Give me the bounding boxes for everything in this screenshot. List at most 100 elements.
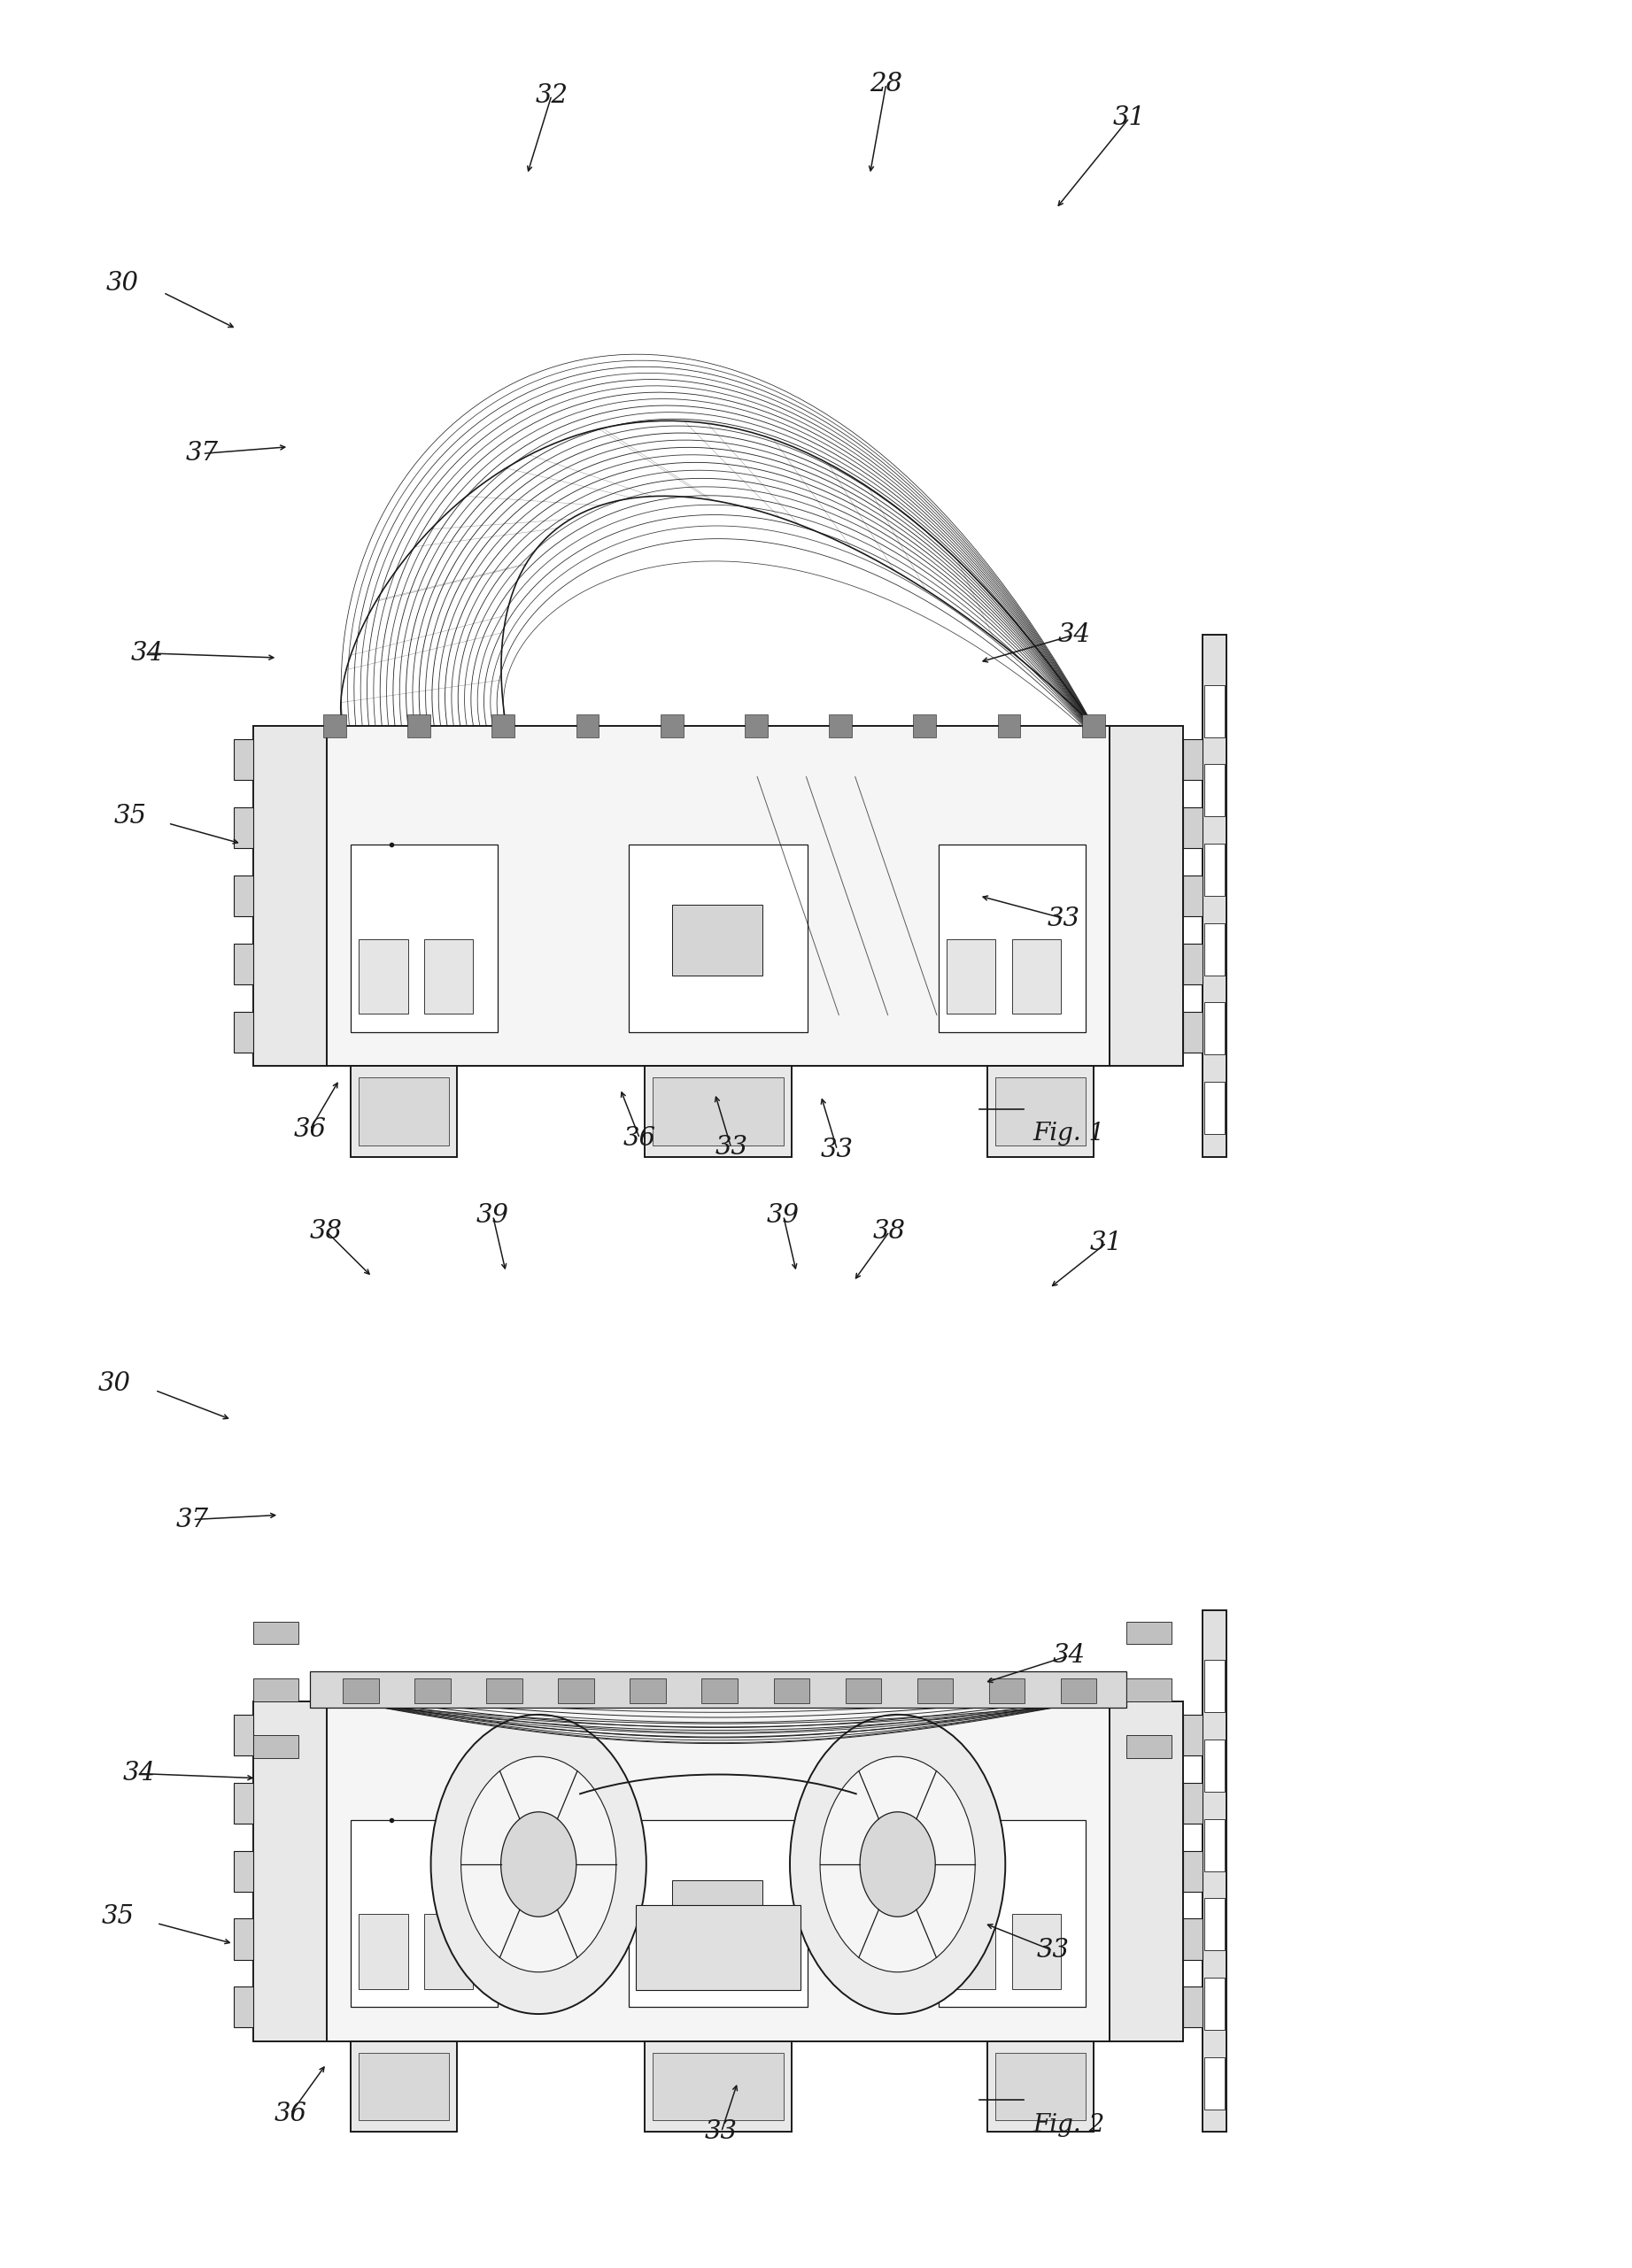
Bar [645, 2041, 792, 2132]
Bar [628, 844, 808, 1032]
Bar [1203, 635, 1227, 1157]
Text: 34: 34 [131, 642, 163, 665]
Circle shape [431, 1715, 646, 2014]
Text: 39: 39 [767, 1204, 800, 1227]
Bar [253, 726, 326, 1066]
Bar [424, 1914, 473, 1989]
Bar [1126, 1735, 1172, 1758]
Bar [253, 1701, 326, 2041]
Bar [1183, 807, 1203, 848]
Bar [1012, 1914, 1061, 1989]
Bar [233, 1783, 253, 1823]
Text: 38: 38 [310, 1220, 343, 1243]
Bar [1183, 875, 1203, 916]
Bar [1012, 939, 1061, 1014]
Bar [1126, 1622, 1172, 1644]
Text: 36: 36 [294, 1118, 326, 1141]
Text: 33: 33 [821, 1139, 854, 1161]
Bar [1183, 1783, 1203, 1823]
Bar [1183, 1851, 1203, 1892]
Text: 33: 33 [715, 1136, 747, 1159]
Bar [359, 1077, 449, 1145]
Bar [351, 1066, 457, 1157]
Bar [987, 1066, 1093, 1157]
Bar [1110, 1701, 1183, 2041]
Bar [1204, 764, 1226, 816]
Bar [558, 1678, 594, 1703]
Text: 34: 34 [122, 1762, 155, 1785]
Bar [1204, 1740, 1226, 1792]
Text: Fig. 2: Fig. 2 [1033, 2114, 1105, 2136]
Bar [635, 1905, 801, 1991]
Bar [996, 2053, 1085, 2121]
Circle shape [501, 1812, 576, 1916]
Text: 31: 31 [1113, 107, 1146, 129]
Bar [408, 714, 431, 737]
Bar [938, 1819, 1085, 2007]
Bar [829, 714, 852, 737]
Text: 34: 34 [1053, 1644, 1085, 1667]
Bar [744, 714, 767, 737]
Bar [233, 1012, 253, 1052]
Bar [917, 1678, 953, 1703]
Bar [914, 714, 937, 737]
Text: 30: 30 [98, 1372, 131, 1395]
Text: 37: 37 [186, 442, 219, 465]
Bar [947, 939, 996, 1014]
Text: 36: 36 [623, 1127, 656, 1150]
Circle shape [819, 1755, 976, 1973]
Bar [1204, 1002, 1226, 1055]
Bar [1183, 943, 1203, 984]
Bar [326, 726, 1110, 1066]
Bar [1204, 685, 1226, 737]
Text: 39: 39 [477, 1204, 509, 1227]
Bar [233, 943, 253, 984]
Bar [1204, 923, 1226, 975]
Circle shape [860, 1812, 935, 1916]
Bar [1204, 2057, 1226, 2109]
Text: 38: 38 [873, 1220, 906, 1243]
Bar [1183, 1012, 1203, 1052]
Bar [653, 1077, 783, 1145]
Bar [1204, 1819, 1226, 1871]
Bar [661, 714, 684, 737]
Bar [253, 1622, 299, 1644]
Bar [630, 1678, 666, 1703]
Bar [947, 1914, 996, 1989]
Bar [343, 1678, 379, 1703]
Bar [233, 1987, 253, 2028]
Bar [1183, 1919, 1203, 1960]
Bar [1204, 1978, 1226, 2030]
Bar [351, 844, 498, 1032]
Bar [1183, 1987, 1203, 2028]
Bar [233, 875, 253, 916]
Bar [1082, 714, 1105, 737]
Bar [997, 714, 1020, 737]
Bar [351, 2041, 457, 2132]
Text: 35: 35 [114, 805, 147, 828]
Bar [233, 1919, 253, 1960]
Bar [938, 844, 1085, 1032]
Text: 33: 33 [1036, 1939, 1069, 1962]
Text: 37: 37 [176, 1508, 209, 1531]
Bar [672, 905, 762, 975]
Bar [989, 1678, 1025, 1703]
Bar [359, 939, 408, 1014]
Bar [996, 1077, 1085, 1145]
Bar [486, 1678, 522, 1703]
Bar [1183, 739, 1203, 780]
Bar [253, 1735, 299, 1758]
Bar [1203, 1610, 1227, 2132]
Circle shape [460, 1755, 617, 1973]
Text: 33: 33 [1048, 907, 1080, 930]
Bar [845, 1678, 881, 1703]
Text: 31: 31 [1090, 1232, 1123, 1254]
Bar [233, 1851, 253, 1892]
Bar [491, 714, 514, 737]
Bar [1183, 1715, 1203, 1755]
Bar [351, 1819, 498, 2007]
Bar [653, 2053, 783, 2121]
Text: 32: 32 [535, 84, 568, 107]
Text: 36: 36 [274, 2102, 307, 2125]
Text: 33: 33 [705, 2121, 738, 2143]
